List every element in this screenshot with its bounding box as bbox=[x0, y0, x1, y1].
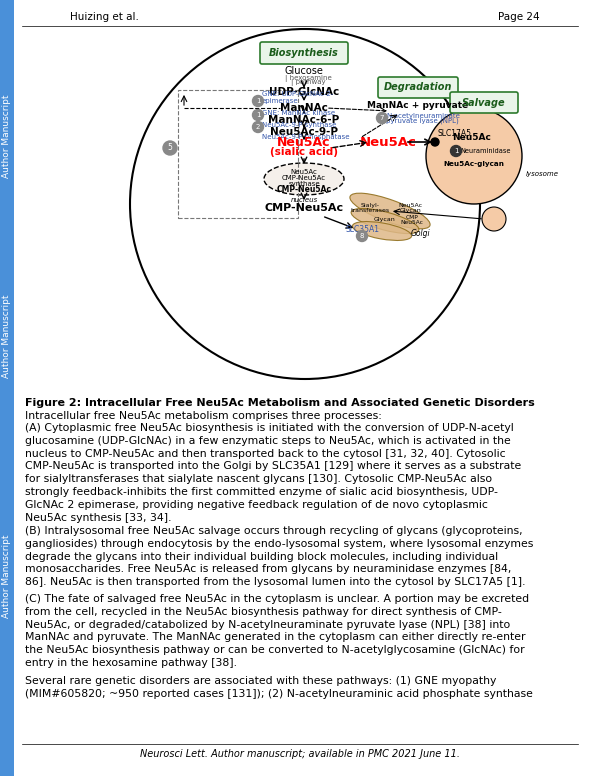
Text: nucleus: nucleus bbox=[290, 197, 317, 203]
Text: 8: 8 bbox=[360, 233, 364, 239]
Circle shape bbox=[253, 122, 263, 133]
Text: Neu5Ac: Neu5Ac bbox=[277, 137, 331, 150]
Circle shape bbox=[253, 95, 263, 106]
Text: 1: 1 bbox=[256, 98, 260, 104]
Text: lysosome: lysosome bbox=[526, 171, 559, 177]
Text: N-acetylneuraminate: N-acetylneuraminate bbox=[386, 113, 460, 119]
Text: Glucose: Glucose bbox=[284, 66, 323, 76]
Text: | hexosamine: | hexosamine bbox=[284, 74, 331, 81]
Bar bbox=[178, 90, 298, 218]
Text: GNE: ManNAc kinase: GNE: ManNAc kinase bbox=[262, 110, 335, 116]
Text: Neu5Ac-9-P phosphatase: Neu5Ac-9-P phosphatase bbox=[262, 134, 349, 140]
Text: Degradation: Degradation bbox=[384, 82, 452, 92]
Text: SLC35A1: SLC35A1 bbox=[345, 224, 379, 234]
Circle shape bbox=[426, 108, 522, 204]
Text: Several rare genetic disorders are associated with these pathways: (1) GNE myopa: Several rare genetic disorders are assoc… bbox=[25, 676, 533, 699]
Text: ManNAc-6-P: ManNAc-6-P bbox=[268, 115, 340, 125]
Ellipse shape bbox=[351, 209, 419, 234]
Text: 1: 1 bbox=[454, 148, 458, 154]
Text: Author Manuscript: Author Manuscript bbox=[2, 94, 11, 178]
Text: Salvage: Salvage bbox=[462, 98, 506, 108]
Circle shape bbox=[253, 109, 263, 120]
Text: synthase: synthase bbox=[288, 181, 320, 187]
Text: (B) Intralysosomal free Neu5Ac salvage occurs through recycling of glycans (glyc: (B) Intralysosomal free Neu5Ac salvage o… bbox=[25, 526, 533, 587]
Text: Neu5Ac-glycan: Neu5Ac-glycan bbox=[443, 161, 505, 167]
Circle shape bbox=[482, 207, 506, 231]
Text: Neu5Ac: Neu5Ac bbox=[359, 136, 416, 148]
Text: 5: 5 bbox=[167, 144, 172, 153]
Text: Neu5Ac: Neu5Ac bbox=[452, 133, 491, 143]
Text: (sialic acid): (sialic acid) bbox=[270, 147, 338, 157]
Circle shape bbox=[163, 141, 177, 155]
Text: ManNAc: ManNAc bbox=[280, 103, 328, 113]
Text: SLC17A5: SLC17A5 bbox=[437, 129, 471, 137]
Text: Neu5Ac
Glycan: Neu5Ac Glycan bbox=[398, 203, 422, 213]
Text: GNE: UDP-GlcNAc-2-
epimerase: GNE: UDP-GlcNAc-2- epimerase bbox=[262, 92, 333, 105]
Text: CMP-Neu5Ac: CMP-Neu5Ac bbox=[282, 175, 326, 181]
Text: Neurosci Lett. Author manuscript; available in PMC 2021 June 11.: Neurosci Lett. Author manuscript; availa… bbox=[140, 749, 460, 759]
Ellipse shape bbox=[264, 163, 344, 195]
Circle shape bbox=[431, 138, 439, 146]
Circle shape bbox=[451, 146, 461, 157]
Text: Neu5Ac: Neu5Ac bbox=[290, 169, 317, 175]
Ellipse shape bbox=[350, 193, 430, 229]
Text: Golgi: Golgi bbox=[410, 228, 430, 237]
Text: CMP-Neu5Ac: CMP-Neu5Ac bbox=[277, 185, 331, 195]
Text: UDP-GlcNAc: UDP-GlcNAc bbox=[269, 87, 339, 97]
Text: Neu5Ac-9-P: Neu5Ac-9-P bbox=[270, 127, 338, 137]
Text: Biosynthesis: Biosynthesis bbox=[269, 48, 339, 58]
Text: CMP
Neu5Ac: CMP Neu5Ac bbox=[401, 215, 424, 225]
Text: Neuraminidase: Neuraminidase bbox=[461, 148, 511, 154]
Text: Glycan: Glycan bbox=[374, 217, 396, 223]
Text: 1: 1 bbox=[256, 112, 260, 118]
Text: Intracellular free Neu5Ac metabolism comprises three processes:: Intracellular free Neu5Ac metabolism com… bbox=[25, 411, 382, 421]
Text: Sialyl-
transferases: Sialyl- transferases bbox=[350, 203, 389, 213]
Text: Author Manuscript: Author Manuscript bbox=[2, 534, 11, 618]
Text: Neu5Ac-9-P synthase: Neu5Ac-9-P synthase bbox=[262, 122, 337, 128]
Text: 7: 7 bbox=[380, 115, 384, 121]
Text: Huizing et al.: Huizing et al. bbox=[70, 12, 139, 22]
Text: pyruvate lyase (NPL): pyruvate lyase (NPL) bbox=[386, 118, 459, 124]
Text: ManNAc + pyruvate: ManNAc + pyruvate bbox=[367, 102, 469, 110]
FancyBboxPatch shape bbox=[260, 42, 348, 64]
FancyBboxPatch shape bbox=[378, 77, 458, 98]
Text: (A) Cytoplasmic free Neu5Ac biosynthesis is initiated with the conversion of UDP: (A) Cytoplasmic free Neu5Ac biosynthesis… bbox=[25, 423, 521, 522]
Text: 2: 2 bbox=[256, 124, 260, 130]
Circle shape bbox=[130, 29, 480, 379]
Text: Author Manuscript: Author Manuscript bbox=[2, 294, 11, 378]
Bar bbox=[0, 0, 14, 776]
Circle shape bbox=[356, 230, 367, 241]
Text: Page 24: Page 24 bbox=[499, 12, 540, 22]
Ellipse shape bbox=[352, 222, 412, 241]
Text: (C) The fate of salvaged free Neu5Ac in the cytoplasm is unclear. A portion may : (C) The fate of salvaged free Neu5Ac in … bbox=[25, 594, 529, 668]
Circle shape bbox=[377, 113, 388, 123]
FancyBboxPatch shape bbox=[450, 92, 518, 113]
Text: CMP-Neu5Ac: CMP-Neu5Ac bbox=[265, 203, 344, 213]
Text: | pathway: | pathway bbox=[290, 78, 325, 85]
Text: Figure 2: Intracellular Free Neu5Ac Metabolism and Associated Genetic Disorders: Figure 2: Intracellular Free Neu5Ac Meta… bbox=[25, 398, 535, 408]
